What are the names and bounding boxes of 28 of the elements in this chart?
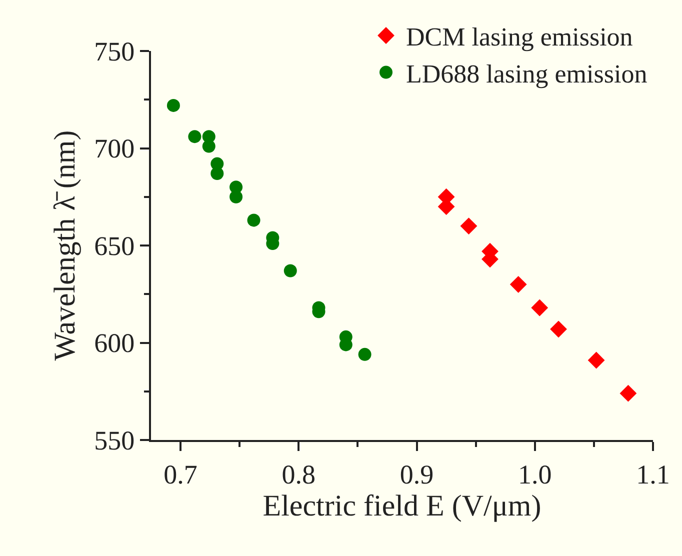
legend-label: LD688 lasing emission xyxy=(406,59,648,88)
point xyxy=(230,190,243,204)
point xyxy=(166,98,180,112)
point xyxy=(460,218,478,234)
point xyxy=(510,276,527,293)
y-tick-label: 550 xyxy=(94,425,135,456)
x-tick-label: 0.8 xyxy=(282,459,316,490)
y-tick-label: 650 xyxy=(94,230,135,261)
point xyxy=(188,130,202,144)
y-tick-label: 600 xyxy=(94,328,135,358)
x-tick-label: 0.7 xyxy=(164,459,198,490)
point xyxy=(550,320,567,338)
x-tick-label: 0.9 xyxy=(400,459,434,490)
y-tick-label: 700 xyxy=(94,134,135,164)
point xyxy=(284,264,297,278)
point xyxy=(358,348,372,361)
y-tick-label: 750 xyxy=(94,36,135,66)
x-tick-label: 1.1 xyxy=(636,459,670,490)
point xyxy=(531,299,548,316)
point xyxy=(210,167,224,180)
y-axis-title: Wavelength λ̄ (nm) xyxy=(48,130,82,361)
point xyxy=(620,384,637,402)
x-axis-title: Electric field E (V/μm) xyxy=(262,489,542,522)
point xyxy=(202,140,216,153)
x-tick-label: 1.0 xyxy=(518,459,552,490)
point xyxy=(247,214,260,227)
legend-label: DCM lasing emission xyxy=(406,22,633,52)
point xyxy=(588,352,605,369)
